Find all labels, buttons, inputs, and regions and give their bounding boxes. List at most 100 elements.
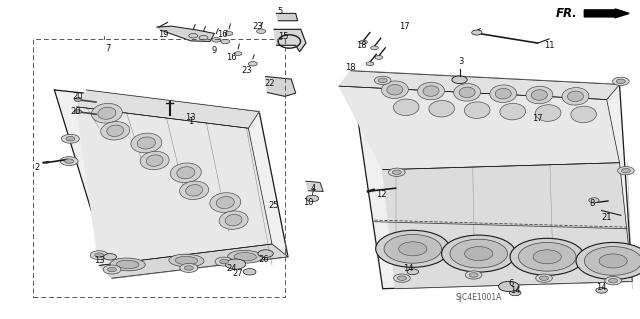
Circle shape	[621, 168, 630, 173]
Text: 11: 11	[544, 41, 554, 50]
Ellipse shape	[138, 137, 156, 149]
Text: 4: 4	[311, 184, 316, 193]
Circle shape	[360, 40, 367, 44]
Ellipse shape	[562, 88, 589, 105]
Circle shape	[510, 238, 584, 275]
Circle shape	[576, 242, 640, 279]
Ellipse shape	[177, 167, 195, 179]
Circle shape	[518, 242, 576, 271]
Circle shape	[536, 274, 552, 282]
Circle shape	[465, 271, 482, 279]
Ellipse shape	[98, 107, 116, 119]
Text: 27: 27	[233, 269, 243, 278]
Ellipse shape	[180, 181, 209, 200]
Text: 26: 26	[259, 255, 269, 263]
Circle shape	[407, 269, 419, 275]
Circle shape	[392, 170, 401, 174]
Ellipse shape	[219, 211, 248, 229]
Text: SJC4E1001A: SJC4E1001A	[456, 293, 502, 302]
Ellipse shape	[423, 86, 439, 96]
Ellipse shape	[459, 87, 475, 98]
Text: 14: 14	[510, 286, 520, 295]
Text: 8: 8	[589, 199, 595, 208]
Ellipse shape	[571, 106, 596, 123]
Ellipse shape	[531, 90, 547, 100]
Text: 13: 13	[186, 113, 196, 122]
Text: 17: 17	[532, 114, 543, 123]
Ellipse shape	[526, 86, 553, 104]
Text: 9: 9	[212, 46, 217, 55]
Ellipse shape	[116, 260, 139, 269]
Circle shape	[74, 110, 82, 114]
Ellipse shape	[234, 253, 257, 261]
Circle shape	[397, 276, 406, 280]
FancyArrow shape	[584, 9, 629, 18]
Circle shape	[376, 230, 450, 267]
Circle shape	[616, 79, 625, 84]
Text: 3: 3	[458, 57, 463, 66]
Polygon shape	[77, 90, 259, 128]
Ellipse shape	[490, 85, 516, 102]
Circle shape	[95, 253, 104, 257]
Polygon shape	[77, 107, 272, 265]
Text: 10: 10	[303, 198, 314, 207]
Circle shape	[306, 195, 319, 202]
Polygon shape	[339, 86, 620, 170]
Text: 20: 20	[70, 107, 81, 115]
Text: 2: 2	[35, 163, 40, 172]
Circle shape	[533, 250, 561, 264]
Circle shape	[375, 56, 383, 59]
Bar	[33, 39, 285, 297]
Ellipse shape	[387, 85, 403, 95]
Ellipse shape	[170, 163, 202, 183]
Circle shape	[225, 259, 246, 269]
Circle shape	[189, 33, 198, 38]
Text: 23: 23	[241, 66, 252, 75]
Text: 24: 24	[227, 264, 237, 273]
Ellipse shape	[568, 91, 584, 101]
Circle shape	[450, 239, 508, 268]
Circle shape	[371, 46, 378, 50]
Ellipse shape	[417, 82, 444, 100]
Circle shape	[61, 134, 79, 143]
Ellipse shape	[495, 88, 511, 99]
Circle shape	[90, 251, 108, 260]
Text: 1: 1	[188, 117, 193, 126]
Text: 7: 7	[105, 44, 110, 53]
Ellipse shape	[175, 256, 198, 265]
Ellipse shape	[429, 100, 454, 117]
Circle shape	[220, 259, 228, 264]
Polygon shape	[351, 71, 632, 289]
Circle shape	[180, 263, 198, 272]
Circle shape	[199, 35, 208, 40]
Circle shape	[605, 277, 621, 285]
Text: 19: 19	[158, 30, 168, 39]
Circle shape	[509, 290, 521, 296]
Circle shape	[584, 247, 640, 275]
Circle shape	[618, 167, 634, 175]
Ellipse shape	[92, 103, 122, 123]
Ellipse shape	[216, 197, 234, 209]
Circle shape	[65, 159, 74, 163]
Text: 12: 12	[376, 190, 387, 199]
Ellipse shape	[225, 214, 242, 226]
Circle shape	[394, 274, 410, 282]
Circle shape	[540, 276, 548, 280]
Circle shape	[499, 281, 519, 292]
Circle shape	[599, 254, 627, 268]
Circle shape	[452, 76, 467, 84]
Text: 18: 18	[356, 41, 367, 50]
Circle shape	[596, 287, 607, 293]
Ellipse shape	[381, 81, 408, 99]
Circle shape	[257, 29, 266, 33]
Text: FR.: FR.	[556, 7, 578, 20]
Circle shape	[374, 76, 391, 85]
Ellipse shape	[394, 99, 419, 115]
Polygon shape	[276, 13, 298, 21]
Ellipse shape	[210, 193, 241, 212]
Polygon shape	[274, 29, 306, 52]
Ellipse shape	[110, 258, 145, 271]
Ellipse shape	[169, 254, 204, 267]
Ellipse shape	[107, 125, 124, 137]
Text: 16: 16	[227, 53, 237, 62]
